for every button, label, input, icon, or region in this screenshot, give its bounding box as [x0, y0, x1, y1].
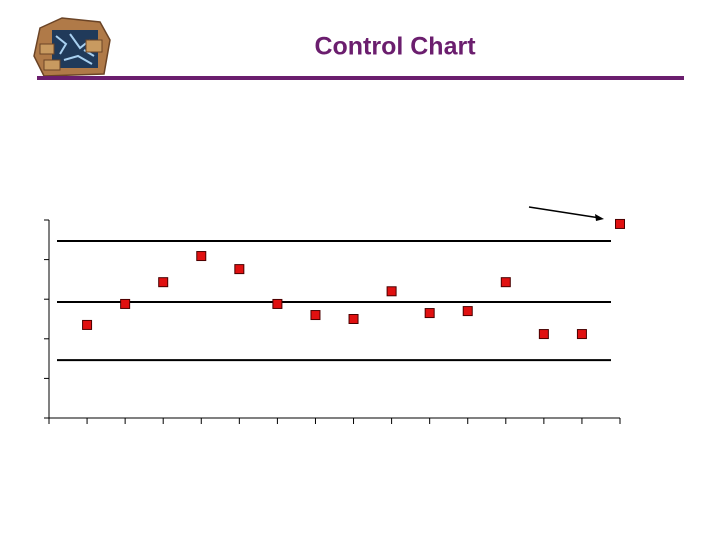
annotation-arrow [528, 206, 601, 219]
data-point [424, 308, 435, 319]
data-point [500, 277, 511, 288]
data-point [196, 251, 207, 262]
arrow-head [595, 214, 604, 221]
data-point [462, 306, 473, 317]
data-point [234, 264, 245, 275]
data-point [615, 218, 625, 229]
data-point [272, 298, 283, 309]
data-point [158, 277, 169, 288]
data-point [82, 319, 93, 330]
data-point [576, 329, 587, 340]
chart-title: Control Chart [314, 33, 476, 61]
logo [33, 17, 111, 77]
data-point [310, 310, 321, 321]
data-point [538, 329, 549, 340]
title-rule [37, 76, 684, 80]
data-point [348, 314, 359, 324]
data-point [386, 286, 397, 297]
data-point [120, 298, 131, 309]
